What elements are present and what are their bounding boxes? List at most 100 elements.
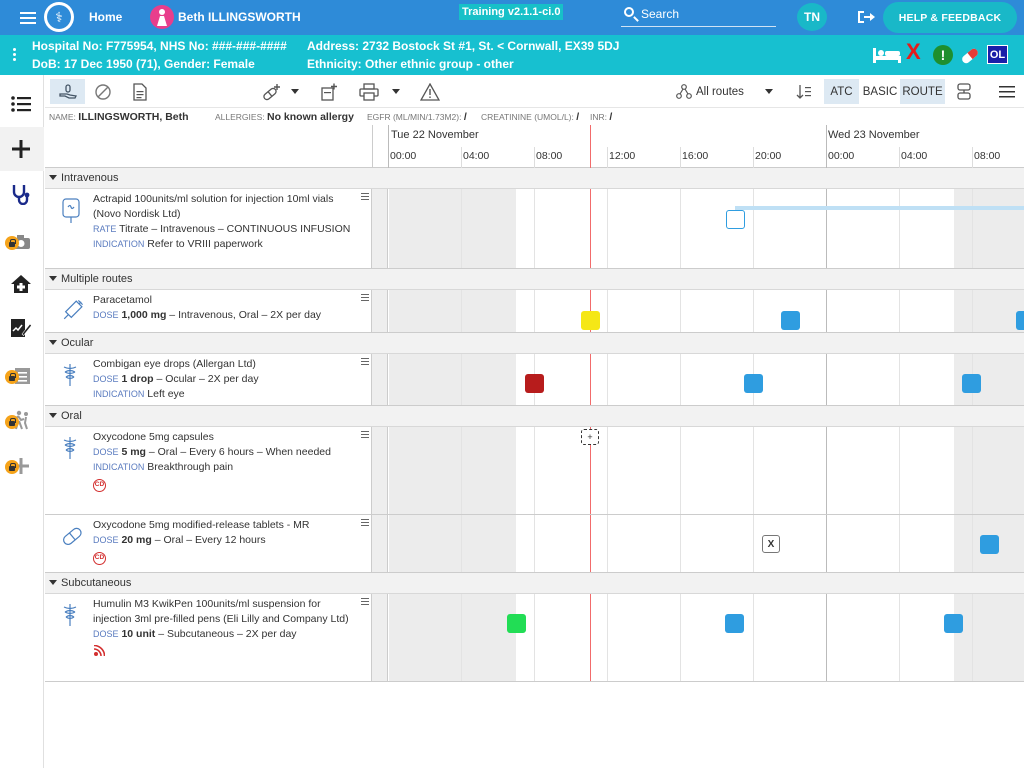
hour-label: 04:00 — [463, 150, 490, 162]
alert-x-icon[interactable]: X — [906, 39, 921, 64]
drug-cell[interactable]: Combigan eye drops (Allergan Ltd) DOSE 1… — [45, 354, 372, 405]
basic-view-button[interactable]: BASIC — [862, 85, 898, 98]
add-medication-dropdown[interactable] — [289, 79, 301, 104]
routes-dropdown-caret[interactable] — [763, 79, 775, 104]
drug-cell[interactable]: Humulin M3 KwikPen 100units/ml suspensio… — [45, 594, 372, 681]
layers-icon[interactable] — [953, 79, 975, 104]
routes-select-value: All routes — [696, 85, 744, 98]
infusion-bar[interactable] — [735, 206, 1024, 210]
add-infusion-icon[interactable] — [318, 79, 340, 104]
scheduled-dose-marker[interactable] — [980, 535, 999, 554]
ethnicity: Ethnicity: Other ethnic group - other — [307, 57, 514, 71]
plus-icon[interactable] — [8, 136, 34, 162]
timeline-track: + — [389, 427, 1024, 514]
row-menu-icon[interactable] — [361, 294, 369, 303]
scheduled-dose-marker[interactable] — [962, 374, 981, 393]
app-logo[interactable]: ⚕ — [44, 2, 74, 32]
left-sidebar — [0, 75, 44, 768]
indication-detail: Refer to VRIII paperwork — [147, 238, 263, 250]
hospital-home-icon[interactable] — [8, 271, 34, 297]
lock-icon — [5, 236, 19, 250]
banner-menu-icon[interactable] — [13, 48, 16, 63]
group-header-subcutaneous[interactable]: Subcutaneous — [45, 573, 1024, 594]
caret-down-icon — [291, 89, 299, 94]
drug-cell[interactable]: Oxycodone 5mg modified-release tablets -… — [45, 515, 372, 572]
drug-title: Actrapid 100units/ml solution for inject… — [93, 193, 334, 220]
add-prn-dose-button[interactable]: + — [581, 429, 599, 445]
drug-cell[interactable]: Paracetamol DOSE 1,000 mg – Intravenous,… — [45, 290, 372, 332]
list-icon[interactable] — [8, 91, 34, 117]
home-link[interactable]: Home — [89, 10, 123, 24]
drug-title: Humulin M3 KwikPen 100units/ml suspensio… — [93, 598, 349, 625]
scheduled-dose-marker[interactable] — [725, 614, 744, 633]
scheduled-dose-marker[interactable] — [1016, 311, 1024, 330]
inr-value: / — [609, 111, 613, 123]
routes-icon — [674, 79, 694, 104]
sign-document-icon[interactable] — [8, 315, 34, 341]
route-view-button[interactable]: ROUTE — [900, 79, 945, 104]
logout-icon[interactable] — [856, 9, 876, 25]
search-label: Search — [641, 7, 680, 21]
row-menu-icon[interactable] — [361, 598, 369, 607]
patient-banner: Hospital No: F775954, NHS No: ###-###-##… — [0, 35, 1024, 75]
drug-cell[interactable]: Actrapid 100units/ml solution for inject… — [45, 189, 372, 268]
administer-hand-icon[interactable] — [50, 79, 85, 104]
allergies-value[interactable]: No known allergy — [266, 111, 354, 123]
infusion-start-marker[interactable] — [726, 210, 745, 229]
atc-view-button[interactable]: ATC — [824, 79, 859, 104]
group-header-multiple-routes[interactable]: Multiple routes — [45, 269, 1024, 290]
add-plus-icon[interactable] — [8, 453, 34, 479]
warning-icon[interactable]: ! — [933, 45, 953, 65]
group-title: Subcutaneous — [61, 577, 132, 589]
medication-row[interactable]: Actrapid 100units/ml solution for inject… — [45, 189, 1024, 269]
row-menu-icon[interactable] — [361, 358, 369, 367]
print-icon[interactable] — [358, 79, 380, 104]
indication-detail: Left eye — [147, 388, 185, 400]
ol-badge[interactable]: OL — [987, 45, 1008, 64]
routes-select[interactable]: All routes — [696, 79, 791, 104]
scheduled-dose-marker[interactable] — [744, 374, 763, 393]
hamburger-menu-icon[interactable] — [20, 12, 36, 24]
drug-cell[interactable]: Oxycodone 5mg capsules DOSE 5 mg – Oral … — [45, 427, 372, 514]
group-header-ocular[interactable]: Ocular — [45, 333, 1024, 354]
group-header-oral[interactable]: Oral — [45, 406, 1024, 427]
search-field[interactable]: Search — [621, 5, 776, 27]
drug-title: Combigan eye drops (Allergan Ltd) — [93, 358, 256, 370]
medication-row[interactable]: Paracetamol DOSE 1,000 mg – Intravenous,… — [45, 290, 1024, 333]
training-badge: Training v2.1.1-ci.0 — [459, 4, 564, 20]
medication-row[interactable]: Oxycodone 5mg modified-release tablets -… — [45, 515, 1024, 573]
row-menu-icon[interactable] — [361, 519, 369, 528]
scheduled-dose-marker[interactable] — [944, 614, 963, 633]
print-dropdown[interactable] — [390, 79, 402, 104]
not-given-marker[interactable]: X — [762, 535, 780, 553]
pill-outline-icon[interactable] — [92, 79, 114, 104]
given-dose-marker[interactable] — [507, 614, 526, 633]
patient-name[interactable]: Beth ILLINGSWORTH — [178, 10, 301, 24]
row-menu-icon[interactable] — [361, 431, 369, 440]
row-menu-icon[interactable] — [361, 193, 369, 202]
group-header-intravenous[interactable]: Intravenous — [45, 168, 1024, 189]
bed-icon[interactable] — [872, 44, 902, 66]
menu-lines-icon[interactable] — [996, 79, 1018, 104]
warning-triangle-icon[interactable] — [419, 79, 441, 104]
medication-row[interactable]: Humulin M3 KwikPen 100units/ml suspensio… — [45, 594, 1024, 682]
sort-icon[interactable] — [794, 79, 814, 104]
help-feedback-button[interactable]: HELP & FEEDBACK — [883, 2, 1017, 33]
due-dose-marker[interactable] — [581, 311, 600, 330]
dose-value: 1,000 mg — [121, 309, 167, 321]
missed-dose-marker[interactable] — [525, 374, 544, 393]
medication-row[interactable]: Oxycodone 5mg capsules DOSE 5 mg – Oral … — [45, 427, 1024, 515]
patient-info-strip: NAME: ILLINGSWORTH, Beth ALLERGIES: No k… — [45, 108, 1024, 125]
stethoscope-icon[interactable] — [8, 181, 34, 207]
document-icon[interactable] — [129, 79, 151, 104]
user-avatar[interactable]: TN — [797, 3, 827, 31]
female-patient-icon — [150, 5, 174, 29]
checklist-icon[interactable] — [8, 363, 34, 389]
chart-toolbar: All routes ATC BASIC ROUTE — [45, 75, 1024, 108]
medication-row[interactable]: Combigan eye drops (Allergan Ltd) DOSE 1… — [45, 354, 1024, 406]
add-medication-icon[interactable] — [260, 79, 282, 104]
pill-icon[interactable] — [959, 45, 981, 67]
dose-detail: – Intravenous, Oral – 2X per day — [166, 309, 322, 321]
scheduled-dose-marker[interactable] — [781, 311, 800, 330]
controlled-drug-badge: CD — [93, 552, 106, 565]
